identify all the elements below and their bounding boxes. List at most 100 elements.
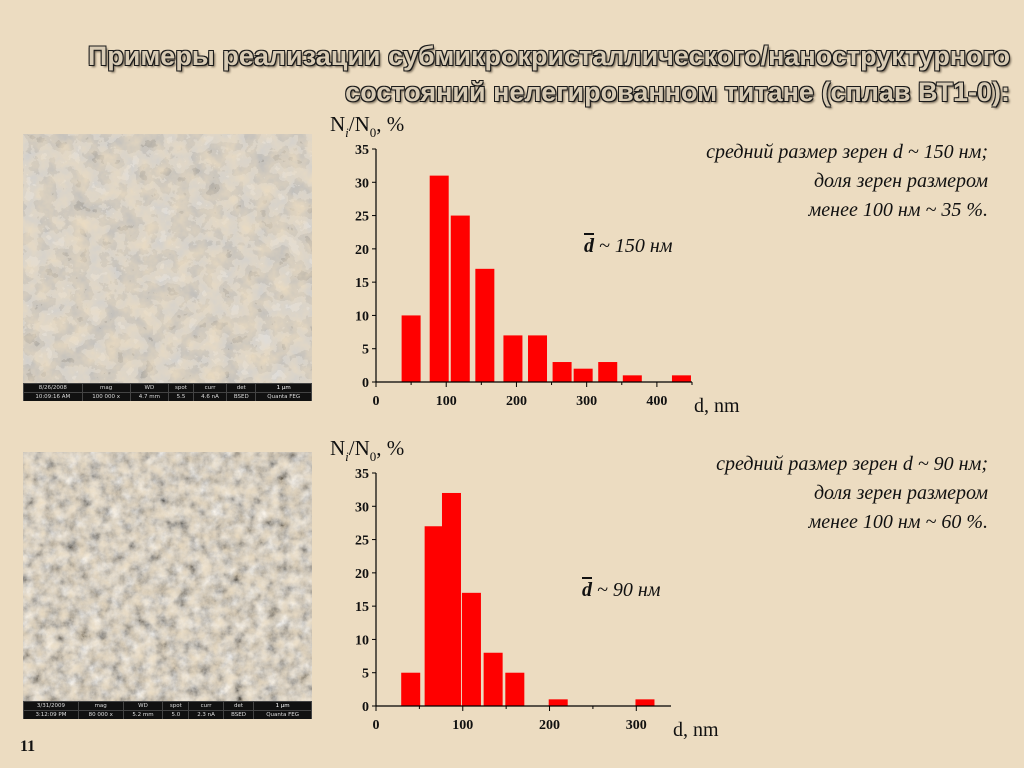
- y-axis-label-part: N: [330, 112, 345, 136]
- note-line-2: доля зерен размером: [813, 170, 988, 192]
- note-line-1: средний размер зерен d ~ 90 нм;: [716, 453, 988, 475]
- databar-date: 3/31/2009: [23, 701, 79, 711]
- y-axis-label-part: /N: [349, 436, 370, 460]
- sem-image-2: [23, 452, 312, 702]
- sem-databar-2: 3/31/2009 mag WD spot curr det 1 μm 3:12…: [23, 701, 312, 719]
- databar-mag-label: mag: [77, 701, 124, 711]
- y-tick-label: 25: [355, 534, 369, 549]
- x-tick-label: 200: [539, 718, 560, 733]
- x-tick-label: 0: [373, 718, 380, 733]
- y-tick-label: 25: [355, 210, 369, 225]
- databar-instrument: Quanta FEG: [253, 710, 312, 719]
- y-tick-label: 5: [362, 667, 369, 682]
- x-axis-label: d, nm: [673, 719, 719, 741]
- bar: [461, 592, 481, 706]
- databar-mag: 80 000 x: [77, 710, 124, 719]
- title-line-2: состояний нелегированном титане (сплав В…: [345, 77, 1010, 107]
- y-axis-label-part: 0: [370, 125, 377, 140]
- databar-curr: 2.3 nA: [188, 710, 224, 719]
- y-tick-label: 30: [355, 500, 369, 515]
- y-axis-label: Ni/N0, %: [330, 436, 404, 464]
- y-axis-label-part: N: [330, 436, 345, 460]
- y-tick-label: 30: [355, 176, 369, 191]
- bar: [552, 362, 572, 382]
- y-tick-label: 10: [355, 309, 369, 324]
- bar: [450, 215, 470, 382]
- y-axis-label-part: 0: [370, 449, 377, 464]
- bar: [483, 652, 503, 706]
- databar-curr-label: curr: [188, 701, 224, 711]
- y-tick-label: 35: [355, 143, 369, 158]
- note-line-2: доля зерен размером: [813, 482, 988, 504]
- databar-scale: 1 μm: [253, 701, 312, 711]
- bar: [505, 672, 525, 706]
- sem-micrograph-2: 3/31/2009 mag WD spot curr det 1 μm 3:12…: [23, 452, 312, 719]
- databar-mag: 100 000 x: [81, 392, 131, 401]
- d-bar-symbol: d: [582, 579, 592, 601]
- y-axis-label-part: i: [345, 125, 349, 140]
- databar-spot-label: spot: [162, 701, 190, 711]
- x-axis-label: d, nm: [694, 395, 740, 417]
- bar: [401, 315, 421, 382]
- d-bar-symbol: d: [584, 235, 594, 257]
- bar: [401, 672, 421, 706]
- x-tick-label: 200: [506, 394, 527, 409]
- bar: [429, 175, 449, 382]
- databar-det: BSED: [222, 710, 255, 719]
- note-line-3: менее 100 нм ~ 35 %.: [808, 199, 988, 221]
- mean-d-label-1: d ~ 150 нм: [584, 235, 673, 258]
- databar-time: 3:12:09 PM: [23, 710, 79, 719]
- bar: [573, 368, 593, 382]
- databar-wd: 4.7 mm: [129, 392, 170, 401]
- y-axis-label-part: , %: [376, 112, 404, 136]
- note-line-1: средний размер зерен d ~ 150 нм;: [706, 141, 988, 163]
- databar-det-label: det: [222, 701, 255, 711]
- databar-det: BSED: [226, 392, 257, 401]
- databar-date: 8/26/2008: [23, 383, 83, 393]
- x-tick-label: 300: [626, 718, 647, 733]
- x-tick-label: 400: [646, 394, 667, 409]
- y-axis-label: Ni/N0, %: [330, 112, 404, 140]
- databar-spot-label: spot: [168, 383, 194, 393]
- databar-scale: 1 μm: [255, 383, 312, 393]
- slide-title: Примеры реализации субмикрокристаллическ…: [60, 38, 1010, 110]
- bar: [671, 375, 691, 382]
- sem-micrograph-1: 8/26/2008 mag WD spot curr det 1 μm 10:0…: [23, 134, 312, 401]
- y-tick-label: 35: [355, 467, 369, 482]
- sem-databar-1: 8/26/2008 mag WD spot curr det 1 μm 10:0…: [23, 383, 312, 401]
- y-tick-label: 0: [362, 700, 369, 715]
- bar: [424, 526, 444, 706]
- x-tick-label: 100: [436, 394, 457, 409]
- databar-curr: 4.6 nA: [192, 392, 228, 401]
- grain-size-note-1: средний размер зерен d ~ 150 нм; доля зе…: [706, 138, 988, 225]
- page-number: 11: [20, 738, 36, 755]
- grain-size-note-2: средний размер зерен d ~ 90 нм; доля зер…: [716, 450, 988, 537]
- databar-mag-label: mag: [81, 383, 131, 393]
- databar-instrument: Quanta FEG: [255, 392, 312, 401]
- bar: [441, 492, 461, 706]
- bar: [503, 335, 523, 382]
- y-axis-label-part: , %: [376, 436, 404, 460]
- y-tick-label: 15: [355, 600, 369, 615]
- bar: [622, 375, 642, 382]
- bar: [475, 268, 495, 382]
- sem-image-1: [23, 134, 312, 383]
- y-tick-label: 5: [362, 343, 369, 358]
- d-bar-value: ~ 90 нм: [592, 579, 661, 601]
- note-line-3: менее 100 нм ~ 60 %.: [808, 511, 988, 533]
- d-bar-value: ~ 150 нм: [594, 235, 673, 257]
- x-tick-label: 100: [452, 718, 473, 733]
- databar-det-label: det: [226, 383, 257, 393]
- databar-wd-label: WD: [129, 383, 170, 393]
- mean-d-label-2: d ~ 90 нм: [582, 579, 661, 602]
- x-tick-label: 300: [576, 394, 597, 409]
- x-tick-label: 0: [373, 394, 380, 409]
- y-axis-label-part: i: [345, 449, 349, 464]
- databar-wd: 5.2 mm: [122, 710, 164, 719]
- databar-spot: 5.5: [168, 392, 194, 401]
- y-tick-label: 15: [355, 276, 369, 291]
- y-tick-label: 20: [355, 243, 369, 258]
